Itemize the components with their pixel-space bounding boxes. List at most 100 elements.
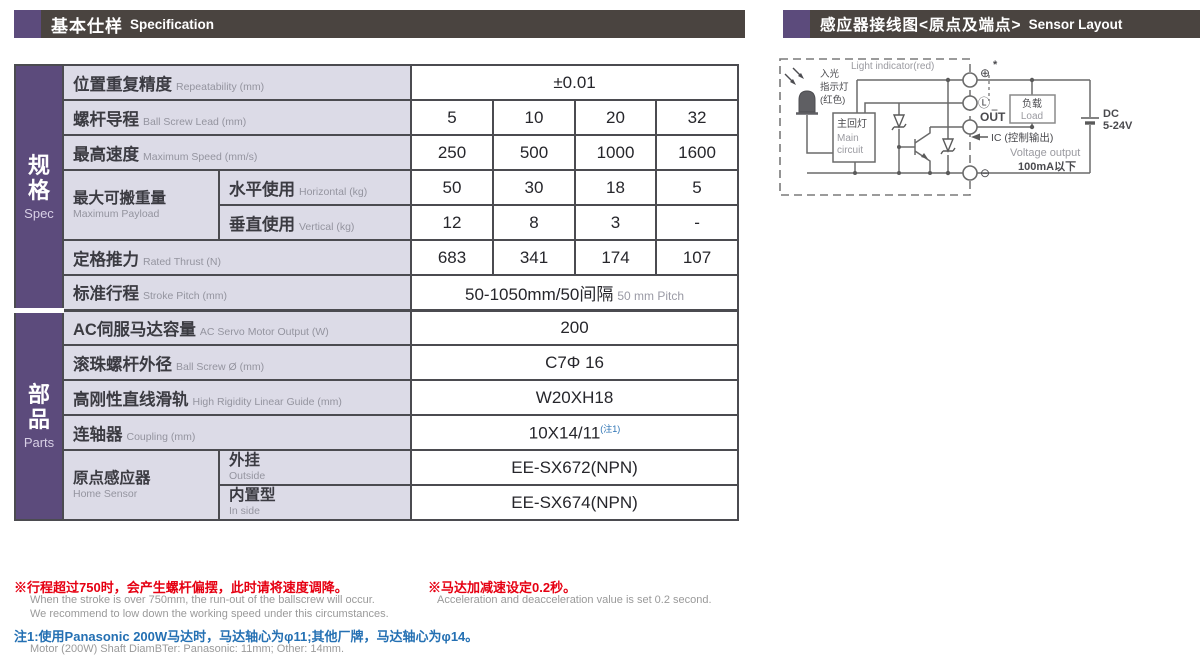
speed-value: 1600 <box>655 134 740 171</box>
sensor-layout-title-zh: 感应器接线图<原点及端点> <box>820 17 1022 34</box>
note-stroke-en2: We recommend to low down the working spe… <box>30 608 389 620</box>
lead-value: 20 <box>574 99 658 136</box>
thrust-value: 174 <box>574 239 658 276</box>
vertical-value: 8 <box>492 204 577 241</box>
table-row: 标准行程 Stroke Pitch (mm) 50-1050mm/50间隔 50 m… <box>15 274 740 311</box>
vertical-value: 3 <box>574 204 658 241</box>
speed-value: 250 <box>410 134 495 171</box>
main-circuit-box <box>832 112 876 163</box>
sensor-layout-header-bar: 感应器接线图<原点及端点> Sensor Layout <box>810 10 1200 38</box>
note-accel-zh: ※马达加减速设定0.2秒。 <box>428 580 577 595</box>
row-label-max-speed: 最高速度 Maximum Speed (mm/s) <box>61 134 413 171</box>
main-circuit-en-2: circuit <box>837 145 863 156</box>
light-indicator-zh-1: 入光 <box>820 68 840 80</box>
row-label-max-payload: 最大可搬重量 Maximum Payload <box>62 169 220 241</box>
light-indicator-label: Light indicator(red) <box>851 61 934 72</box>
table-row: 垂直使用 Vertical (kg) 12 8 3 - <box>15 204 740 241</box>
section-parts-en: Parts <box>23 434 55 450</box>
stroke-value: 50-1050mm/50间隔 50 mm Pitch <box>410 274 740 311</box>
terminal-out-label: OUT <box>980 110 1006 124</box>
load-box <box>1009 94 1056 124</box>
row-label-rated-thrust: 定格推力 Rated Thrust (N) <box>61 239 413 276</box>
terminal-plus-asterisk: * <box>993 59 998 71</box>
note-motor-zh: 注1:使用Panasonic 200W马达时，马达轴心为φ11;其他厂牌，马达轴… <box>14 629 479 644</box>
table-row: 原点感应器 Home Sensor 外挂 Outside EE-SX672(NP… <box>15 449 740 521</box>
current-limit-label: 100mA以下 <box>1018 160 1076 173</box>
battery-icon <box>1081 117 1099 125</box>
dc-label: DC <box>1103 108 1119 120</box>
table-row: 最高速度 Maximum Speed (mm/s) 250 500 1000 16… <box>15 134 740 171</box>
note-stroke-en1: When the stroke is over 750mm, the run-o… <box>30 594 375 606</box>
row-label-horizontal: 水平使用 Horizontal (kg) <box>217 169 413 206</box>
load-en: Load <box>1021 111 1043 122</box>
inside-sensor-value: EE-SX674(NPN) <box>410 484 740 521</box>
load-zh: 负载 <box>1022 97 1042 110</box>
section-label-spec: 规格 Spec <box>14 64 64 313</box>
header-accent-square <box>783 10 810 38</box>
terminal-plus-label: ⊕ <box>980 66 990 80</box>
specification-header-bar: 基本仕样 Specification <box>41 10 745 38</box>
table-row: 螺杆导程 Ball Screw Lead (mm) 5 10 20 32 <box>15 99 740 136</box>
table-row: 最大可搬重量 Maximum Payload 水平使用 Horizontal (k… <box>15 169 740 241</box>
section-parts-zh: 部品 <box>27 381 50 433</box>
thrust-value: 341 <box>492 239 577 276</box>
section-spec-en: Spec <box>24 205 54 221</box>
voltage-output-label: Voltage output <box>1010 147 1080 159</box>
vertical-value: 12 <box>410 204 495 241</box>
main-circuit-zh: 主回灯 <box>837 118 867 130</box>
terminal-circles <box>962 72 978 181</box>
coupling-footnote-ref: (注1) <box>600 423 621 434</box>
main-circuit-en-1: Main <box>837 133 859 144</box>
note-stroke-zh: ※行程超过750时，会产生螺杆偏摆，此时请将速度调降。 <box>14 580 348 595</box>
row-label-stroke: 标准行程 Stroke Pitch (mm) <box>61 274 413 311</box>
dc-voltage-label: 5-24V <box>1103 120 1133 132</box>
light-indicator-zh-3: (红色) <box>820 94 845 106</box>
terminal-minus-label: ⊖ <box>980 166 990 180</box>
linear-guide-value: W20XH18 <box>410 379 740 416</box>
row-label-repeatability: 位置重复精度 Repeatability (mm) <box>61 64 413 101</box>
specification-title-zh: 基本仕样 <box>51 16 123 36</box>
zener-diode-icon <box>891 114 956 155</box>
terminal-l-minus: − <box>991 103 998 117</box>
row-label-linear-guide: 高刚性直线滑轨 High Rigidity Linear Guide (mm) <box>61 379 413 416</box>
light-indicator-zh-2: 指示灯 <box>820 81 849 93</box>
table-row: 定格推力 Rated Thrust (N) 683 341 174 107 <box>15 239 740 276</box>
ic-output-label: IC (控制输出) <box>991 131 1053 144</box>
thrust-value: 107 <box>655 239 740 276</box>
horizontal-value: 30 <box>492 169 577 206</box>
led-indicator-icon <box>784 67 818 115</box>
spec-table: 规格 Spec 位置重复精度 Repeatability (mm) ±0.01 螺… <box>14 64 740 521</box>
sensor-layout-header: 感应器接线图<原点及端点> Sensor Layout <box>783 10 1200 38</box>
table-row: 部品 Parts AC伺服马达容量 AC Servo Motor Output (… <box>14 308 740 521</box>
table-row: 高刚性直线滑轨 High Rigidity Linear Guide (mm) W… <box>15 379 740 416</box>
row-label-inside: 内置型 In side <box>217 484 413 521</box>
sensor-layout-title-en: Sensor Layout <box>1028 16 1123 32</box>
thrust-value: 683 <box>410 239 495 276</box>
row-label-ball-screw-lead: 螺杆导程 Ball Screw Lead (mm) <box>61 99 413 136</box>
section-spec-zh: 规格 <box>27 152 50 204</box>
table-row: 内置型 In side EE-SX674(NPN) <box>15 484 740 521</box>
row-label-outside: 外挂 Outside <box>217 449 413 486</box>
terminal-l-label: Ⓛ <box>978 96 990 110</box>
speed-value: 1000 <box>574 134 658 171</box>
row-label-coupling: 连轴器 Coupling (mm) <box>61 414 413 451</box>
specification-header: 基本仕样 Specification <box>14 10 745 38</box>
lead-value: 5 <box>410 99 495 136</box>
speed-value: 500 <box>492 134 577 171</box>
table-row: 连轴器 Coupling (mm) 10X14/11(注1) <box>15 414 740 451</box>
outside-sensor-value: EE-SX672(NPN) <box>410 449 740 486</box>
note-motor-en: Motor (200W) Shaft DiamBTer: Panasonic: … <box>30 643 345 655</box>
lead-value: 32 <box>655 99 740 136</box>
horizontal-value: 5 <box>655 169 740 206</box>
row-label-servo-output: AC伺服马达容量 AC Servo Motor Output (W) <box>61 308 413 346</box>
row-label-ball-screw-dia: 滚珠螺杆外径 Ball Screw Ø (mm) <box>61 344 413 381</box>
row-label-home-sensor: 原点感应器 Home Sensor <box>62 449 220 521</box>
specification-title-en: Specification <box>130 16 215 32</box>
table-row: 滚珠螺杆外径 Ball Screw Ø (mm) C7Φ 16 <box>15 344 740 381</box>
transistor-icon <box>921 153 928 159</box>
coupling-value: 10X14/11(注1) <box>410 414 740 451</box>
table-row: 规格 Spec 位置重复精度 Repeatability (mm) ±0.01 <box>14 64 740 313</box>
horizontal-value: 18 <box>574 169 658 206</box>
header-accent-square <box>14 10 41 38</box>
